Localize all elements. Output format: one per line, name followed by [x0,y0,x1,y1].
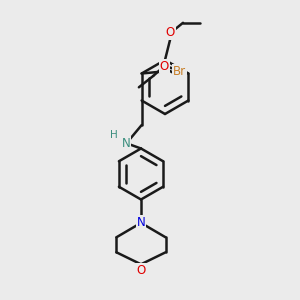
Text: O: O [136,264,146,277]
Text: Br: Br [173,64,186,78]
Text: O: O [166,26,175,40]
Text: O: O [160,59,169,73]
Text: H: H [110,130,117,140]
Text: N: N [122,136,130,150]
Text: N: N [136,216,146,230]
